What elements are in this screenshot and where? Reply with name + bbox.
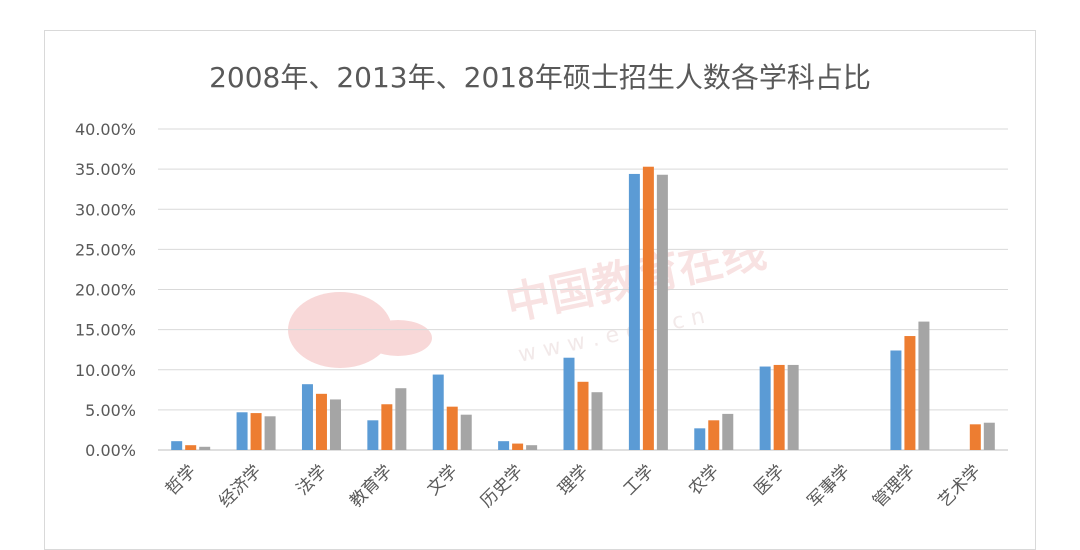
x-tick-label: 文学 <box>424 461 462 499</box>
bar <box>367 420 379 450</box>
x-tick-label: 历史学 <box>477 461 527 511</box>
bar <box>969 424 981 450</box>
x-tick-label: 医学 <box>751 461 789 499</box>
bar <box>642 166 654 450</box>
bar <box>236 412 248 450</box>
y-tick-label: 30.00% <box>75 200 136 219</box>
x-tick-label: 经济学 <box>215 461 265 511</box>
bar <box>526 445 538 450</box>
bar <box>759 366 771 450</box>
bar <box>171 441 183 450</box>
bar <box>315 393 327 450</box>
x-tick-label: 管理学 <box>869 461 919 511</box>
bar <box>329 399 341 450</box>
x-tick-label: 工学 <box>620 461 658 499</box>
bar <box>773 364 785 450</box>
y-tick-label: 5.00% <box>85 401 136 420</box>
x-tick-label: 哲学 <box>162 461 200 499</box>
bar <box>395 388 407 450</box>
y-tick-label: 20.00% <box>75 281 136 300</box>
y-tick-label: 25.00% <box>75 240 136 259</box>
bar <box>591 392 603 450</box>
y-tick-label: 40.00% <box>75 120 136 139</box>
bar <box>264 416 276 450</box>
bar <box>250 413 262 450</box>
bar <box>460 414 472 450</box>
bar <box>512 443 524 450</box>
x-tick-label: 法学 <box>293 461 331 499</box>
bar <box>498 441 510 450</box>
bar <box>185 445 197 450</box>
bar <box>563 357 575 450</box>
y-tick-label: 0.00% <box>85 441 136 460</box>
bar <box>708 420 720 450</box>
bar <box>432 374 444 450</box>
bar <box>890 350 902 450</box>
y-tick-label: 15.00% <box>75 321 136 340</box>
bar <box>628 173 640 450</box>
x-tick-label: 军事学 <box>804 461 854 511</box>
bar <box>199 446 211 450</box>
bar <box>694 428 706 450</box>
x-tick-label: 农学 <box>685 461 723 499</box>
x-tick-label: 教育学 <box>346 461 396 511</box>
bar <box>722 413 734 450</box>
bar <box>656 174 668 450</box>
bar <box>301 384 313 450</box>
x-tick-label: 艺术学 <box>935 461 985 511</box>
y-tick-label: 10.00% <box>75 361 136 380</box>
bar <box>381 404 393 450</box>
bar <box>904 336 916 450</box>
bar <box>577 381 589 450</box>
bar <box>918 321 930 450</box>
y-tick-label: 35.00% <box>75 160 136 179</box>
bar <box>983 422 995 450</box>
chart-title: 2008年、2013年、2018年硕士招生人数各学科占比 <box>209 61 871 94</box>
bar <box>446 406 458 450</box>
x-tick-label: 理学 <box>554 461 592 499</box>
bar <box>787 364 799 450</box>
